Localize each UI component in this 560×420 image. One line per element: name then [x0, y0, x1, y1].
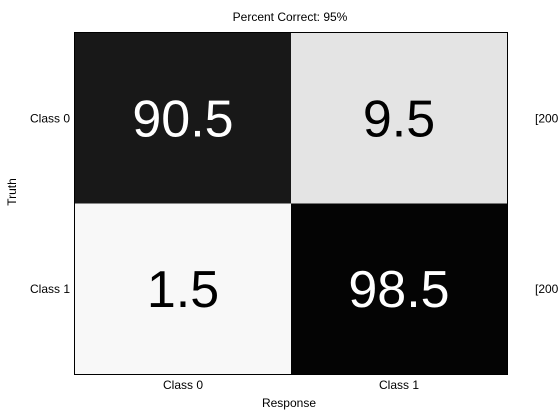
row-annotations: [200 [200 [535, 111, 559, 296]
cell-value-label-r0-c0: 90.5 [132, 90, 233, 148]
heatmap-cell-r0-c1 [291, 33, 507, 204]
cell-value-label-r1-c0: 1.5 [147, 261, 219, 319]
heatmap-cell-r0-c0 [75, 33, 291, 204]
y-tick-label: Class 0 [30, 111, 70, 125]
x-tick-label: Class 1 [379, 378, 419, 392]
y-axis-label: Truth [5, 178, 19, 206]
cell-value-labels: 90.5 9.5 1.5 98.5 [132, 90, 449, 319]
x-tick-label: Class 0 [163, 378, 203, 392]
x-axis-ticks: Class 0 Class 1 [163, 378, 419, 392]
y-axis-ticks: Class 0 Class 1 [30, 111, 70, 296]
plot-frame [74, 32, 508, 375]
heatmap-cell-r1-c0 [75, 203, 291, 374]
cell-value-label-r1-c1: 98.5 [348, 261, 449, 319]
x-axis-label: Response [262, 396, 316, 410]
row-count-annotation: [200 [535, 282, 559, 296]
chart-title: Percent Correct: 95% [233, 10, 348, 24]
row-count-annotation: [200 [535, 111, 559, 125]
heatmap-cell-r1-c1 [291, 203, 507, 374]
y-tick-label: Class 1 [30, 282, 70, 296]
cell-value-label-r0-c1: 9.5 [363, 90, 435, 148]
heatmap-cells [75, 33, 507, 374]
